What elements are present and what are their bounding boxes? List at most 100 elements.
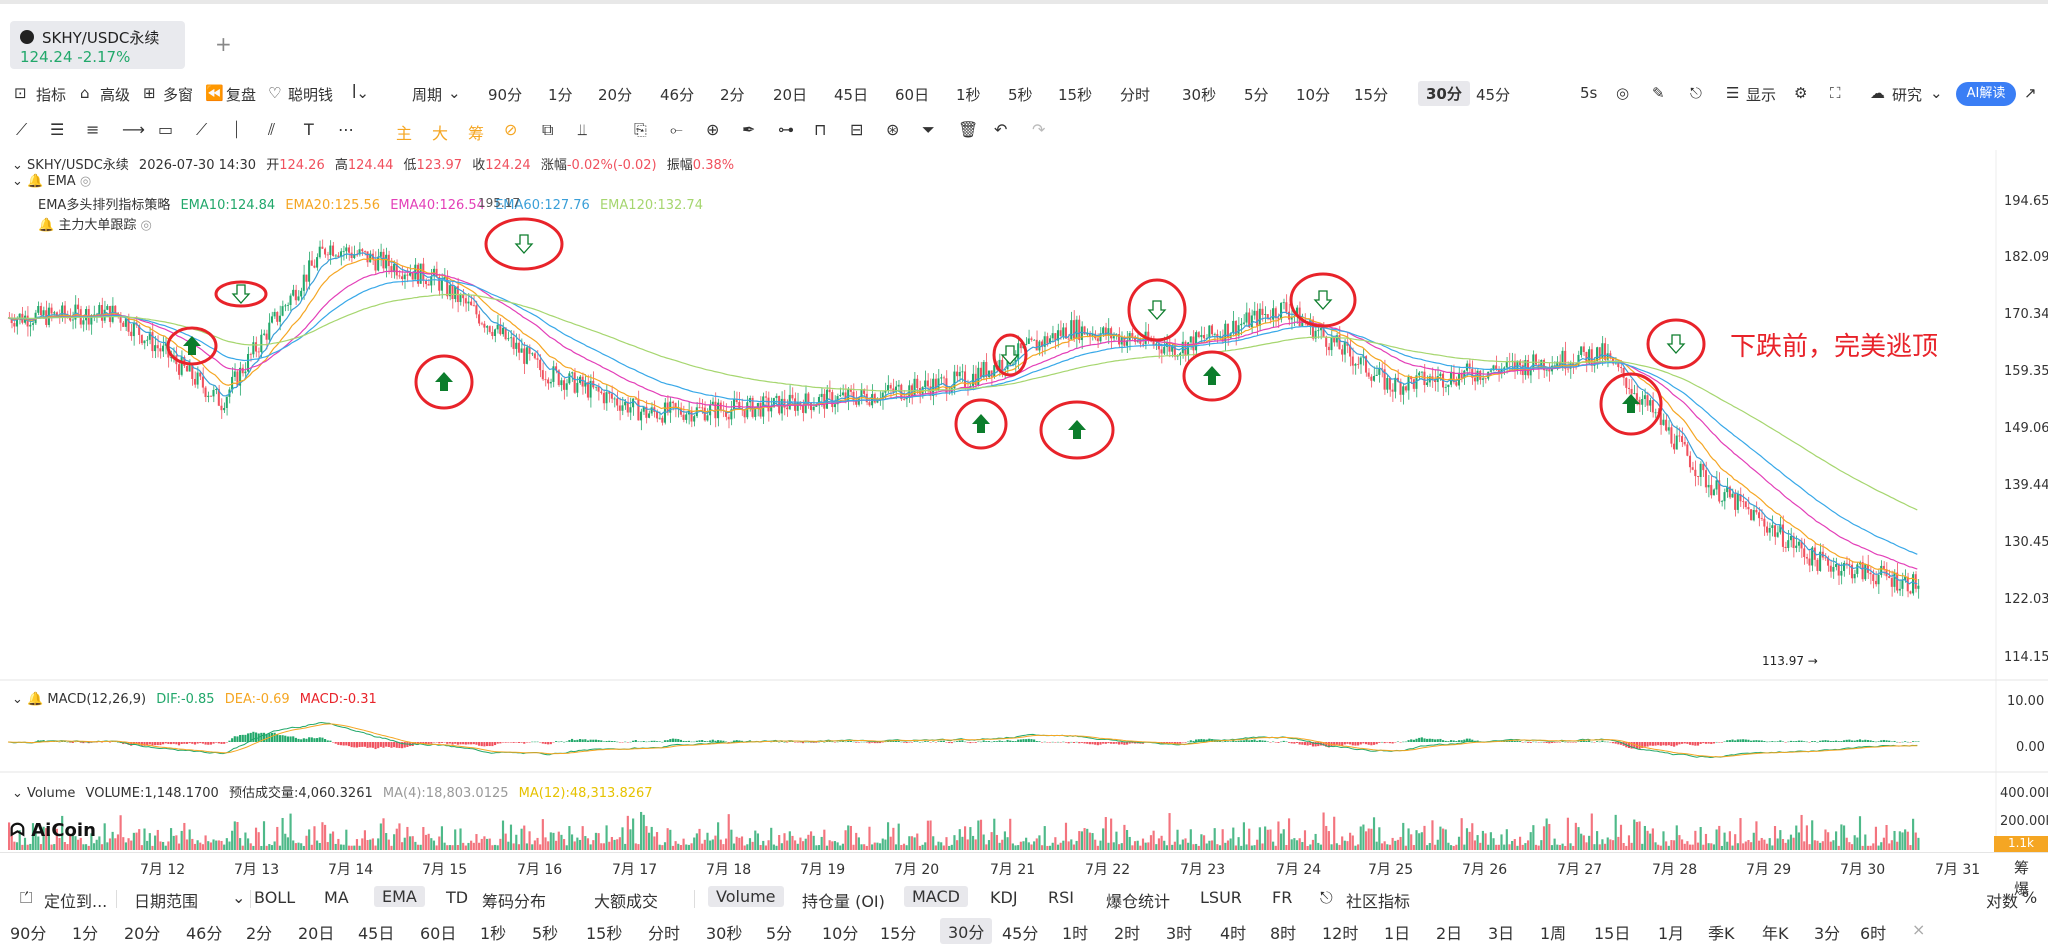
bottom-period-33[interactable]: 6时 <box>1860 924 1887 943</box>
bottom-period-19[interactable]: 2时 <box>1114 924 1141 943</box>
sub-indicator-6[interactable]: LSUR <box>1200 888 1242 907</box>
bottom-period-18[interactable]: 1时 <box>1062 924 1089 943</box>
horizontal-ray-icon[interactable]: ⟶ <box>122 120 145 139</box>
chip-icon[interactable]: 筹 <box>468 124 485 143</box>
sub-indicator-0[interactable]: Volume <box>708 886 784 907</box>
toolbar-indicator[interactable]: 指标 <box>36 86 67 104</box>
bottom-period-11[interactable]: 分时 <box>648 924 681 943</box>
period-14[interactable]: 10分 <box>1296 86 1331 104</box>
eye-icon[interactable]: ◎ <box>140 218 152 233</box>
period-4[interactable]: 2分 <box>720 86 745 104</box>
sub-indicator-5[interactable]: 爆仓统计 <box>1106 892 1171 911</box>
bell-icon[interactable]: 🔔 <box>27 692 44 707</box>
chart-type-icon[interactable]: ꟾ⌄ <box>352 84 369 102</box>
period-0[interactable]: 90分 <box>488 86 523 104</box>
bottom-period-24[interactable]: 1日 <box>1384 924 1411 943</box>
collapse-icon[interactable]: ⌄ <box>12 786 23 801</box>
horizontal-lines-icon[interactable]: ≡ <box>86 120 100 139</box>
locate-button[interactable]: 定位到... <box>44 892 108 911</box>
bottom-period-7[interactable]: 60日 <box>420 924 457 943</box>
toolbar-period[interactable]: 周期 <box>412 86 443 104</box>
period-15[interactable]: 15分 <box>1354 86 1389 104</box>
bottom-period-5[interactable]: 20日 <box>298 924 335 943</box>
research-chevron-icon[interactable]: ⌄ <box>1930 84 1943 102</box>
period-17[interactable]: 45分 <box>1476 86 1511 104</box>
period-13[interactable]: 5分 <box>1244 86 1269 104</box>
undo-icon[interactable]: ↶ <box>994 120 1008 139</box>
copy-icon[interactable]: ⧉ <box>542 120 554 139</box>
channel-icon[interactable]: ⫽ <box>268 120 276 139</box>
text-icon[interactable]: T <box>304 120 314 139</box>
period-3[interactable]: 46分 <box>660 86 695 104</box>
vertical-line-icon[interactable]: ⏐ <box>232 120 242 139</box>
bottom-period-30[interactable]: 季K <box>1708 924 1735 943</box>
highlight-icon[interactable]: ⊘ <box>504 120 518 139</box>
period-11[interactable]: 分时 <box>1120 86 1151 104</box>
log-scale-button[interactable]: 对数 <box>1986 892 2019 911</box>
sub-indicator-8[interactable]: 社区指标 <box>1346 892 1411 911</box>
advanced-icon[interactable]: ⌂ <box>80 84 90 102</box>
main-indicator-大额成交[interactable]: 大额成交 <box>594 892 659 911</box>
main-indicator-筹码分布[interactable]: 筹码分布 <box>482 892 547 911</box>
display-icon[interactable]: ☰ <box>1726 84 1740 102</box>
main-indicator-ma[interactable]: MA <box>324 888 349 907</box>
bottom-period-27[interactable]: 1周 <box>1540 924 1567 943</box>
clipboard-icon[interactable]: ⎘ <box>634 120 647 139</box>
line-segment-icon[interactable]: ⟋ <box>196 120 208 139</box>
bottom-period-6[interactable]: 45日 <box>358 924 395 943</box>
eye-icon[interactable]: ⊛ <box>886 120 900 139</box>
multi-window-icon[interactable]: ⊞ <box>143 84 156 102</box>
main-indicator-boll[interactable]: BOLL <box>254 888 296 907</box>
main-indicator-td[interactable]: TD <box>446 888 469 907</box>
chip-toggle[interactable]: 筹 爆 <box>2014 859 2030 898</box>
toolbar-replay[interactable]: 复盘 <box>226 86 257 104</box>
bottom-period-13[interactable]: 5分 <box>766 924 793 943</box>
collapse-icon[interactable]: ⌄ <box>12 158 23 173</box>
bell-icon[interactable]: 🔔 <box>27 174 44 189</box>
period-8[interactable]: 1秒 <box>956 86 981 104</box>
sub-indicator-1[interactable]: 持仓量 (OI) <box>802 892 885 911</box>
collapse-icon[interactable]: ⌄ <box>12 174 23 189</box>
lock-icon[interactable]: ⊓ <box>814 120 827 139</box>
fullscreen-icon[interactable]: ⛶ <box>1830 84 1841 102</box>
filter-icon[interactable]: ⏷ <box>922 120 935 139</box>
bottom-period-31[interactable]: 年K <box>1762 924 1789 943</box>
edit-icon[interactable]: ⊟ <box>850 120 864 139</box>
close-icon[interactable]: × <box>1912 920 1926 939</box>
toolbar-smart-money[interactable]: 聪明钱 <box>288 86 334 104</box>
main-force-icon[interactable]: 主 <box>396 124 413 143</box>
bottom-period-1[interactable]: 1分 <box>72 924 99 943</box>
period-16[interactable]: 30分 <box>1418 81 1470 106</box>
bottom-period-8[interactable]: 1秒 <box>480 924 507 943</box>
pen-icon[interactable]: ✎ <box>1652 84 1665 102</box>
toolbar-multi-window[interactable]: 多窗 <box>163 86 194 104</box>
trend-icon[interactable]: ↗ <box>2024 84 2037 102</box>
collapse-icon[interactable]: ⌄ <box>12 692 23 707</box>
period-5s[interactable]: 5s <box>1580 84 1598 102</box>
bottom-period-4[interactable]: 2分 <box>246 924 273 943</box>
period-5[interactable]: 20日 <box>773 86 808 104</box>
bottom-period-23[interactable]: 12时 <box>1322 924 1359 943</box>
bottom-period-32[interactable]: 3分 <box>1814 924 1841 943</box>
community-indicator-icon[interactable]: ⎋ <box>1320 888 1333 907</box>
toolbar-research[interactable]: 研究 <box>1892 86 1923 104</box>
bottom-period-14[interactable]: 10分 <box>822 924 859 943</box>
redo-icon[interactable]: ↷ <box>1032 120 1046 139</box>
period-1[interactable]: 1分 <box>548 86 573 104</box>
chart-area[interactable]: ⌄ SKHY/USDC永续 2026-07-30 14:30 开124.26 高… <box>0 150 2048 852</box>
period-chevron-icon[interactable]: ⌄ <box>448 84 461 102</box>
trash-icon[interactable]: 🗑 <box>958 120 979 139</box>
ruler-icon[interactable]: ⟜ <box>670 120 683 139</box>
bottom-period-10[interactable]: 15秒 <box>586 924 623 943</box>
indicator-icon[interactable]: ⊡ <box>14 84 27 102</box>
sub-indicator-3[interactable]: KDJ <box>990 888 1018 907</box>
bottom-period-28[interactable]: 15日 <box>1594 924 1631 943</box>
bottom-period-16[interactable]: 30分 <box>940 918 993 944</box>
bottom-period-22[interactable]: 8时 <box>1270 924 1297 943</box>
camera-icon[interactable]: ◎ <box>1616 84 1630 102</box>
period-9[interactable]: 5秒 <box>1008 86 1033 104</box>
bottom-period-15[interactable]: 15分 <box>880 924 917 943</box>
bottom-period-21[interactable]: 4时 <box>1220 924 1247 943</box>
magnet-icon[interactable]: ✒ <box>742 120 756 139</box>
bell-icon[interactable]: 🔔 <box>38 218 55 233</box>
